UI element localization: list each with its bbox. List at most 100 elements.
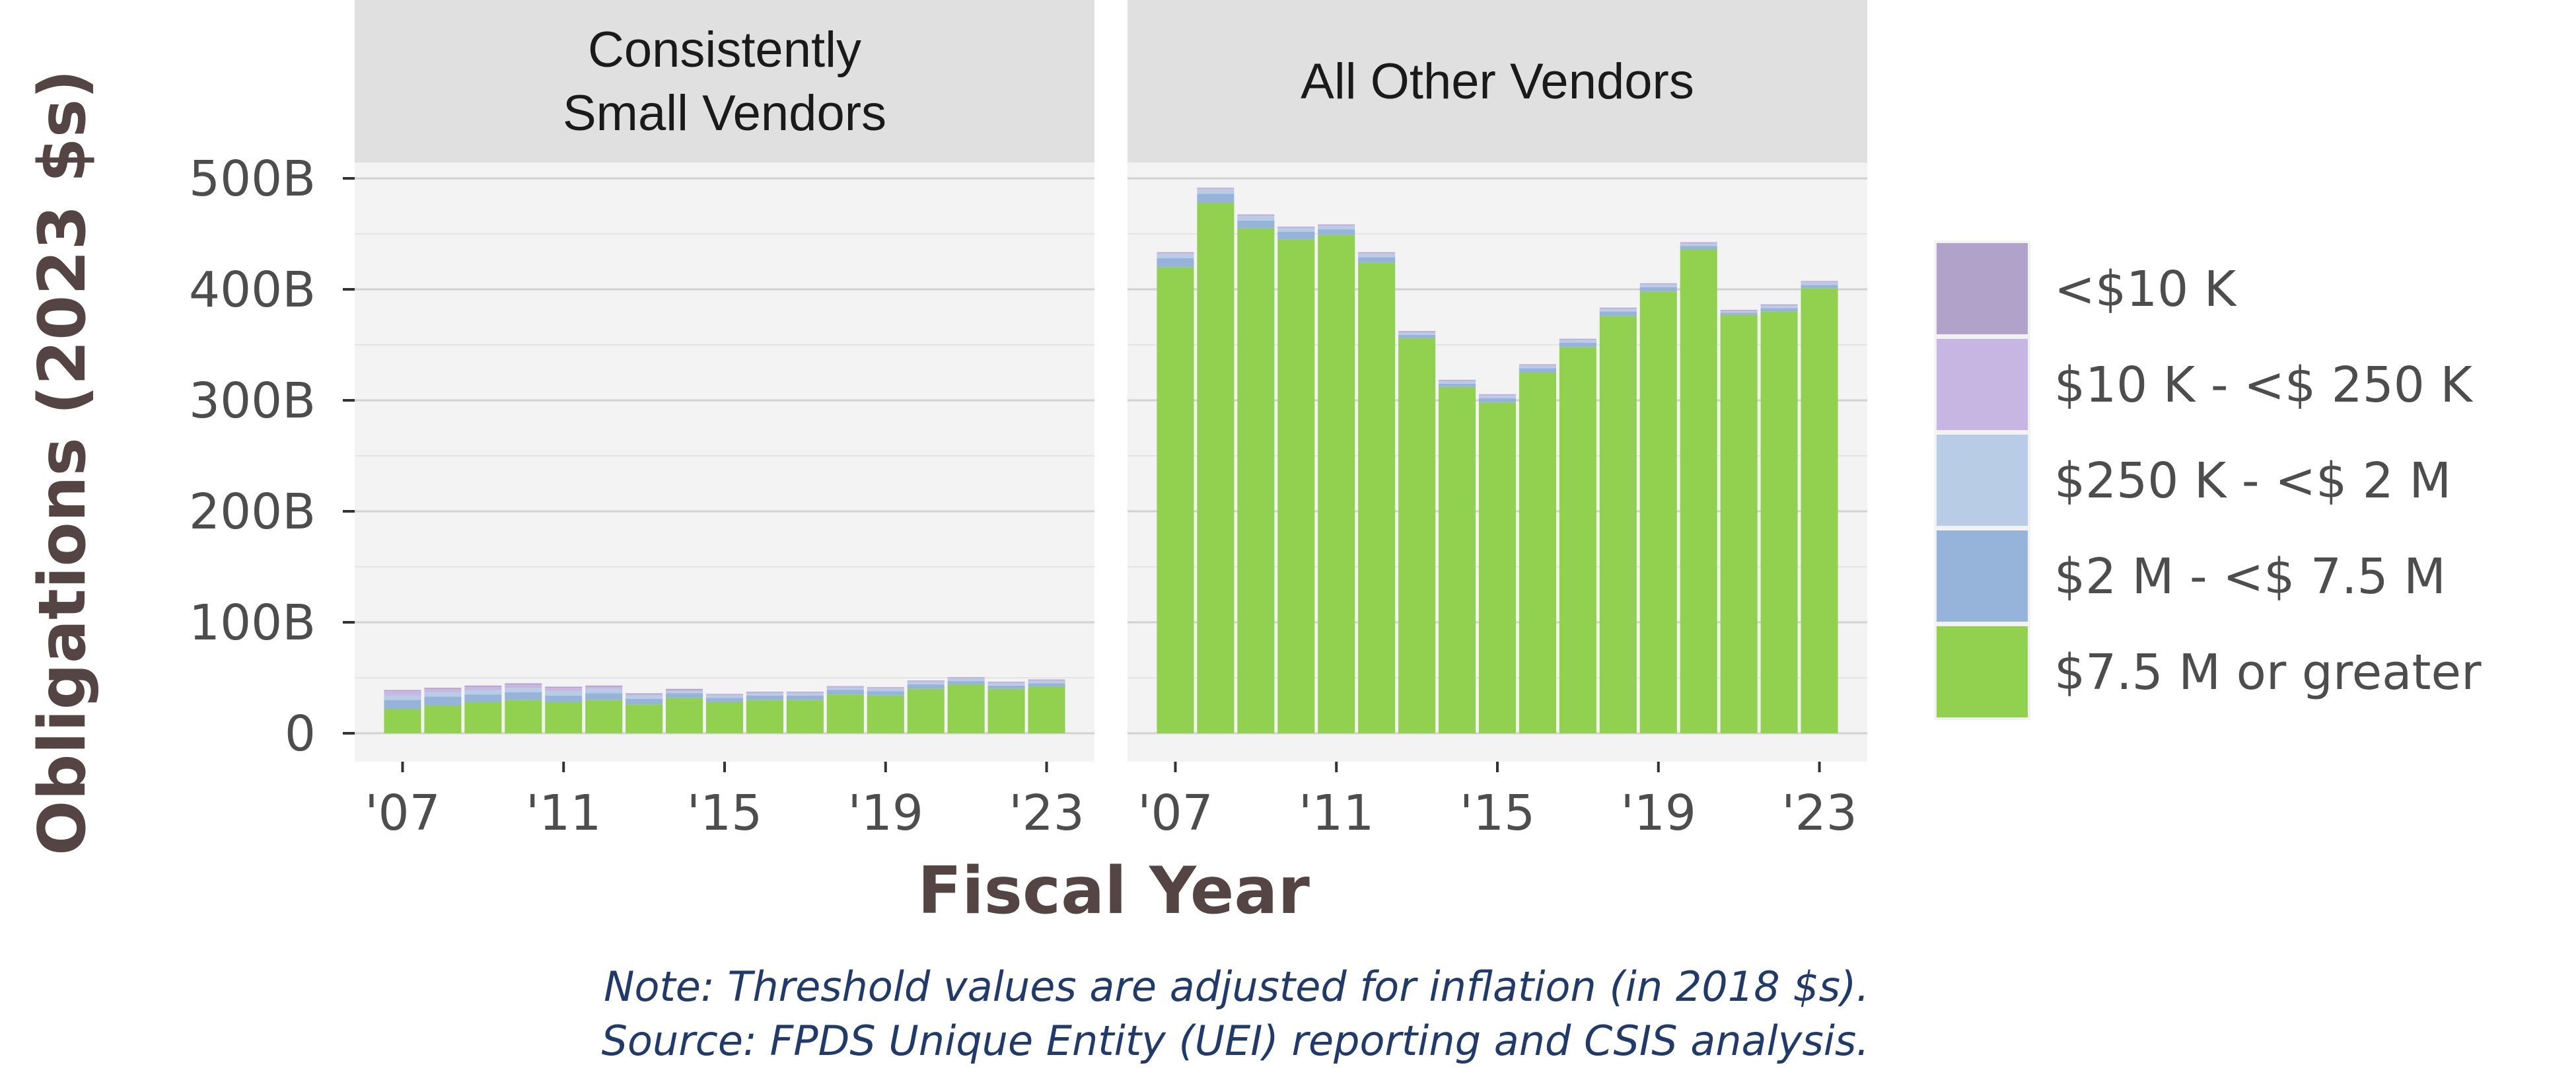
bar-segment-2m_7_5m bbox=[666, 693, 703, 698]
bar-segment-lt10k bbox=[947, 677, 985, 678]
bar-segment-lt10k bbox=[1358, 252, 1396, 253]
x-tick-label: '19 bbox=[1621, 785, 1697, 842]
note-caption: Note: Threshold values are adjusted for … bbox=[604, 963, 1869, 1011]
x-tick-label: '07 bbox=[365, 785, 441, 842]
bar-segment-2m_7_5m bbox=[1559, 342, 1596, 347]
bar-segment-gte7_5m bbox=[1720, 314, 1758, 733]
bar-segment-lt10k bbox=[666, 688, 703, 690]
bar-segment-2m_7_5m bbox=[585, 693, 623, 700]
bar-segment-gte7_5m bbox=[1197, 202, 1234, 734]
bar-segment-2m_7_5m bbox=[1599, 311, 1637, 316]
bar-segment-gte7_5m bbox=[1599, 316, 1637, 733]
bar-segment-gte7_5m bbox=[867, 695, 904, 733]
bar-segment-gte7_5m bbox=[384, 709, 421, 733]
bar-segment-2m_7_5m bbox=[626, 698, 663, 705]
bar-2010 bbox=[1277, 227, 1315, 733]
bar-2017 bbox=[786, 692, 824, 733]
bar-2014 bbox=[666, 688, 703, 733]
bar-segment-gte7_5m bbox=[1318, 235, 1355, 733]
bar-segment-gte7_5m bbox=[947, 684, 985, 733]
legend-swatch bbox=[1937, 339, 2028, 430]
legend-swatch bbox=[1937, 243, 2028, 334]
bar-2013 bbox=[626, 693, 663, 733]
bar-segment-lt10k bbox=[826, 686, 864, 687]
bar-2007 bbox=[384, 690, 421, 733]
bar-segment-10k_250k bbox=[705, 694, 744, 696]
bar-segment-10k_250k bbox=[1559, 339, 1596, 341]
bar-segment-gte7_5m bbox=[1639, 291, 1677, 733]
legend-label: <$10 K bbox=[2054, 261, 2238, 318]
bar-segment-gte7_5m bbox=[1680, 249, 1717, 733]
bar-segment-gte7_5m bbox=[1237, 228, 1275, 734]
bar-segment-250k_2m bbox=[1599, 309, 1637, 312]
bar-segment-2m_7_5m bbox=[1318, 229, 1355, 235]
bar-segment-10k_250k bbox=[626, 694, 663, 696]
bar-segment-lt10k bbox=[424, 688, 462, 689]
bar-segment-10k_250k bbox=[746, 692, 783, 694]
bar-2017 bbox=[1559, 338, 1596, 733]
bar-segment-lt10k bbox=[505, 683, 542, 685]
bar-2023 bbox=[1801, 281, 1838, 733]
bar-segment-lt10k bbox=[1559, 338, 1596, 340]
bar-2011 bbox=[1318, 224, 1355, 733]
bar-segment-250k_2m bbox=[1398, 332, 1436, 335]
bar-segment-gte7_5m bbox=[505, 700, 542, 733]
y-tick-label: 200B bbox=[189, 484, 316, 540]
bar-segment-10k_250k bbox=[826, 686, 864, 688]
bar-2012 bbox=[1358, 252, 1396, 733]
bar-segment-2m_7_5m bbox=[746, 695, 783, 700]
bar-segment-10k_250k bbox=[1519, 365, 1556, 366]
y-tick-label: 0 bbox=[285, 706, 316, 762]
bar-segment-250k_2m bbox=[907, 682, 945, 685]
bar-segment-gte7_5m bbox=[1519, 373, 1556, 733]
bar-segment-10k_250k bbox=[384, 691, 421, 696]
bar-segment-10k_250k bbox=[545, 688, 583, 692]
bar-segment-2m_7_5m bbox=[1157, 258, 1194, 268]
bar-segment-2m_7_5m bbox=[1237, 220, 1275, 229]
bar-segment-10k_250k bbox=[1277, 227, 1315, 229]
bar-segment-2m_7_5m bbox=[1277, 231, 1315, 240]
bar-segment-gte7_5m bbox=[626, 704, 663, 733]
bar-segment-10k_250k bbox=[1720, 310, 1758, 312]
x-tick-label: '15 bbox=[687, 785, 763, 842]
bar-2014 bbox=[1439, 379, 1476, 733]
bar-segment-250k_2m bbox=[626, 695, 663, 699]
bar-segment-10k_250k bbox=[1639, 283, 1677, 285]
bar-segment-10k_250k bbox=[1157, 252, 1194, 254]
bar-segment-lt10k bbox=[626, 693, 663, 695]
bar-segment-250k_2m bbox=[1478, 396, 1517, 398]
x-axis-title: Fiscal Year bbox=[917, 854, 1310, 929]
bar-2021 bbox=[1720, 310, 1758, 733]
bar-segment-lt10k bbox=[1680, 242, 1717, 243]
bar-segment-gte7_5m bbox=[1277, 239, 1315, 733]
bar-segment-2m_7_5m bbox=[786, 695, 824, 700]
bar-segment-2m_7_5m bbox=[947, 681, 985, 685]
bar-segment-250k_2m bbox=[545, 691, 583, 696]
bar-segment-lt10k bbox=[1157, 252, 1194, 253]
x-tick-label: '11 bbox=[526, 785, 602, 842]
bar-segment-2m_7_5m bbox=[867, 691, 904, 696]
bar-segment-10k_250k bbox=[1439, 380, 1476, 382]
bar-segment-250k_2m bbox=[464, 690, 502, 695]
bar-segment-250k_2m bbox=[1197, 189, 1234, 194]
bar-segment-lt10k bbox=[907, 680, 945, 682]
bar-segment-2m_7_5m bbox=[907, 684, 945, 689]
bar-segment-gte7_5m bbox=[1358, 262, 1396, 733]
legend-item-lt10k: <$10 K bbox=[1934, 240, 2238, 337]
panel-title-line: Small Vendors bbox=[563, 85, 886, 141]
bar-segment-10k_250k bbox=[947, 678, 985, 679]
bar-segment-2m_7_5m bbox=[1478, 398, 1517, 403]
bar-2018 bbox=[1599, 307, 1637, 733]
x-tick-label: '15 bbox=[1460, 785, 1536, 842]
bar-2016 bbox=[746, 692, 783, 733]
bar-segment-250k_2m bbox=[987, 683, 1025, 686]
panel-1: Consistently Small Vendors '07 '11 '15 '19 '23 bbox=[355, 0, 1094, 842]
source-caption: Source: FPDS Unique Entity (UEI) reporti… bbox=[602, 1017, 1869, 1065]
bar-segment-10k_250k bbox=[786, 692, 824, 694]
bar-2008 bbox=[1197, 188, 1234, 734]
bar-segment-10k_250k bbox=[424, 688, 462, 692]
y-tick-label: 500B bbox=[189, 151, 316, 207]
bar-segment-2m_7_5m bbox=[424, 696, 462, 706]
legend-item-250k_2m: $250 K - <$ 2 M bbox=[1934, 432, 2451, 528]
bar-segment-gte7_5m bbox=[585, 700, 623, 733]
